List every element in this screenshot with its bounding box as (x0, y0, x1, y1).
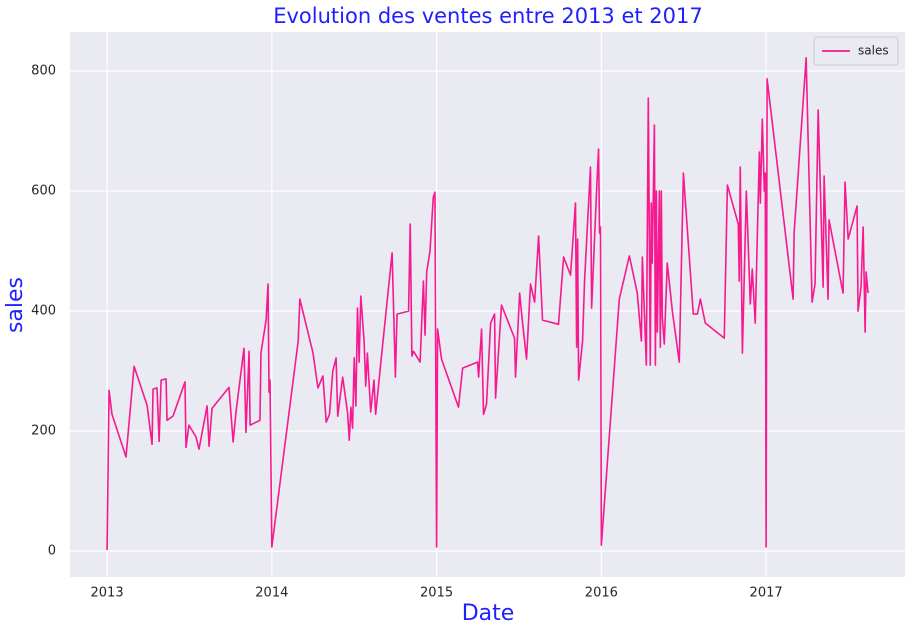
x-axis-label: Date (462, 601, 515, 626)
legend: sales (813, 36, 899, 66)
y-tick-label: 0 (48, 544, 56, 559)
y-tick-label: 800 (31, 64, 56, 79)
y-tick-label: 200 (31, 424, 56, 439)
plot-area (70, 32, 905, 577)
y-tick-label: 600 (31, 184, 56, 199)
marks (106, 57, 869, 550)
legend-label: sales (858, 44, 889, 58)
y-axis-label: sales (3, 277, 28, 333)
line-series (106, 57, 869, 550)
x-tick-label: 2013 (91, 586, 124, 601)
chart-title: Evolution des ventes entre 2013 et 2017 (273, 4, 703, 28)
x-tick-label: 2015 (420, 586, 453, 601)
y-tick-label: 400 (31, 304, 56, 319)
x-tick-label: 2014 (255, 586, 288, 601)
x-tick-label: 2016 (585, 586, 618, 601)
x-tick-label: 2017 (750, 586, 783, 601)
legend-box (813, 36, 899, 66)
